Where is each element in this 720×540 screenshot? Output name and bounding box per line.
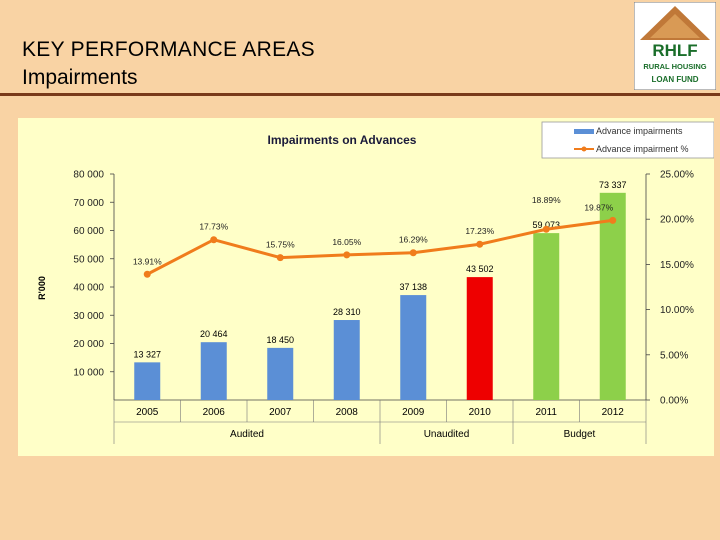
- percent-marker: [276, 254, 284, 262]
- category-label: 2011: [535, 407, 557, 418]
- bar-value-label: 18 450: [266, 335, 294, 345]
- legend-bar-label: Advance impairments: [596, 126, 683, 136]
- category-label: 2008: [336, 407, 359, 418]
- percent-value-label: 13.91%: [133, 256, 162, 266]
- left-tick-label: 10 000: [73, 367, 104, 378]
- title-divider: [0, 93, 720, 96]
- category-label: 2010: [469, 407, 492, 418]
- impairments-chart: Impairments on Advances R'000 Advance im…: [37, 121, 715, 444]
- bar-value-label: 13 327: [133, 349, 161, 359]
- axes: 10 000 20 000 30 000 40 000 50 000 60 000 70 0…: [73, 170, 694, 407]
- percent-marker: [409, 249, 417, 257]
- percent-marker: [542, 225, 550, 233]
- bar-value-label: 73 337: [599, 180, 627, 190]
- left-tick-label: 50 000: [73, 254, 104, 265]
- logo-text-line2: RURAL HOUSING: [643, 62, 706, 71]
- percent-marker: [210, 236, 218, 244]
- bar: [134, 362, 161, 400]
- legend: Advance impairments Advance impairment %: [541, 121, 715, 159]
- left-tick-label: 80 000: [73, 170, 104, 181]
- bar: [333, 320, 360, 400]
- bars: 13 327 20 464 18 450 28 310 37 138 43 502 59 0…: [133, 180, 627, 400]
- percent-marker: [609, 216, 617, 224]
- right-tick-label: 5.00%: [660, 350, 688, 361]
- left-tick-label: 30 000: [73, 311, 104, 322]
- bar: [267, 347, 294, 400]
- left-tick-label: 20 000: [73, 339, 104, 350]
- category-label: 2012: [602, 407, 625, 418]
- left-tick-label: 70 000: [73, 198, 104, 209]
- chart-area: Impairments on Advances R'000 Advance im…: [18, 118, 715, 456]
- category-label: 2007: [269, 407, 292, 418]
- right-tick-label: 25.00%: [660, 170, 694, 181]
- percent-value-label: 17.23%: [465, 226, 494, 236]
- group-label: Audited: [230, 429, 264, 440]
- bar: [200, 342, 227, 400]
- right-tick-label: 15.00%: [660, 260, 694, 271]
- logo-text-line3: LOAN FUND: [651, 75, 698, 84]
- right-tick-label: 10.00%: [660, 305, 694, 316]
- right-tick-label: 0.00%: [660, 396, 688, 407]
- percent-marker: [476, 240, 484, 248]
- category-label: 2006: [203, 407, 226, 418]
- percent-value-label: 15.75%: [266, 240, 295, 250]
- legend-line-marker: [581, 146, 587, 152]
- x-axis: 2005 2006 2007 2008 2009 2010 2011 2012 Audited U…: [113, 400, 647, 444]
- page-subtitle: Impairments: [22, 66, 138, 89]
- left-tick-label: 40 000: [73, 283, 104, 294]
- legend-box: [541, 121, 715, 159]
- bar: [599, 192, 626, 400]
- page-title: KEY PERFORMANCE AREAS: [22, 38, 315, 61]
- rhlf-logo: RHLF RURAL HOUSING LOAN FUND: [634, 2, 716, 90]
- percent-value-label: 16.29%: [399, 235, 428, 245]
- percent-marker: [343, 251, 351, 259]
- legend-bar-swatch: [574, 129, 594, 134]
- group-label: Unaudited: [424, 429, 470, 440]
- bar: [400, 295, 427, 400]
- bar-value-label: 28 310: [333, 307, 361, 317]
- category-label: 2005: [136, 407, 159, 418]
- left-tick-label: 60 000: [73, 226, 104, 237]
- category-label: 2009: [402, 407, 425, 418]
- legend-line-label: Advance impairment %: [596, 144, 689, 154]
- right-tick-label: 20.00%: [660, 215, 694, 226]
- bar: [466, 277, 493, 400]
- bar-value-label: 59 073: [532, 220, 560, 230]
- percent-line: 13.91% 17.73% 15.75% 16.05% 16.29% 17.23% 18.8…: [133, 195, 617, 278]
- percent-value-label: 17.73%: [199, 222, 228, 232]
- percent-value-label: 19.87%: [584, 202, 613, 212]
- percent-series-line: [146, 218, 613, 276]
- group-label: Budget: [564, 429, 596, 440]
- bar-value-label: 43 502: [466, 264, 494, 274]
- chart-title: Impairments on Advances: [268, 133, 417, 147]
- percent-value-label: 16.05%: [332, 237, 361, 247]
- percent-marker: [143, 270, 151, 278]
- bar: [533, 233, 560, 400]
- bar-value-label: 20 464: [200, 329, 228, 339]
- bar-value-label: 37 138: [399, 282, 427, 292]
- y-axis-label: R'000: [37, 276, 47, 300]
- logo-text-main: RHLF: [652, 41, 697, 60]
- percent-value-label: 18.89%: [532, 195, 561, 205]
